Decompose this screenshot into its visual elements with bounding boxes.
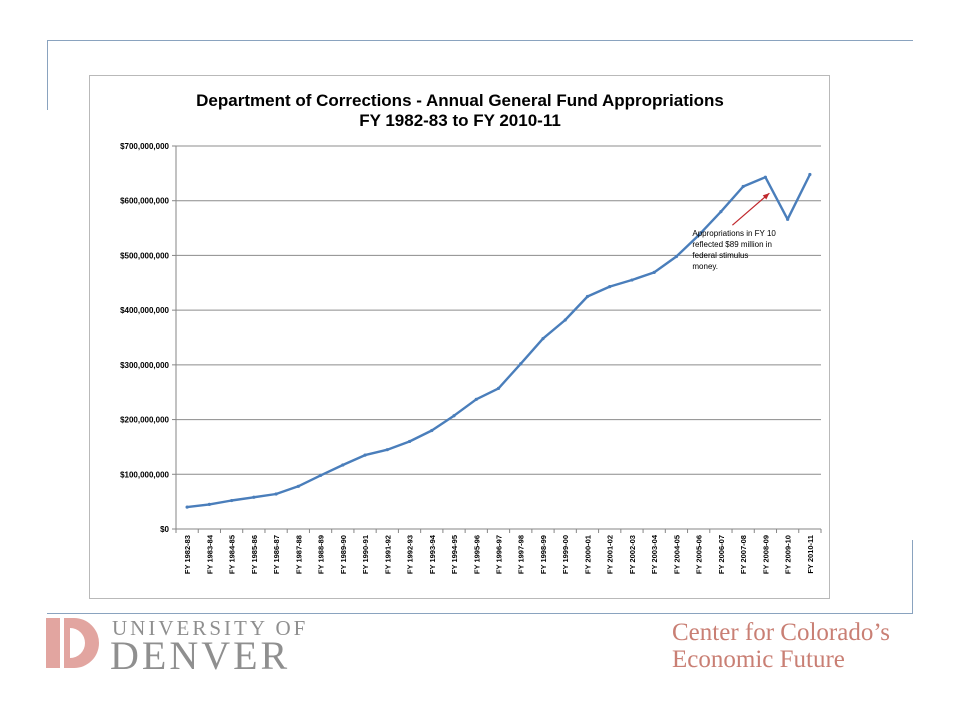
data-point	[741, 184, 745, 189]
data-point	[674, 254, 679, 259]
university-of-denver-logo: UNIVERSITY OF DENVER	[46, 616, 305, 678]
x-tick-label: FY 2006-07	[717, 535, 726, 574]
chart-container: Department of Corrections - Annual Gener…	[89, 75, 830, 599]
x-tick-label: FY 1990-91	[361, 535, 370, 574]
x-tick-label: FY 1989-90	[339, 535, 348, 574]
stimulus-annotation: Appropriations in FY 10 reflected $89 mil…	[692, 192, 776, 271]
data-point	[808, 172, 812, 177]
x-tick-label: FY 1992-93	[406, 535, 415, 574]
series-line	[186, 173, 811, 509]
line-chart: Department of Corrections - Annual Gener…	[120, 91, 822, 574]
x-tick-label: FY 1983-84	[205, 534, 214, 574]
x-tick-label: FY 2009-10	[784, 535, 793, 574]
center-for-colorados-economic-future-logo: Center for Colorado’s Economic Future	[672, 619, 890, 673]
x-tick-label: FY 2005-06	[695, 535, 704, 574]
x-tick-label: FY 2007-08	[739, 535, 748, 574]
y-tick-label: $700,000,000	[120, 142, 169, 151]
frame-line-right	[912, 540, 913, 614]
data-point	[474, 397, 478, 401]
gridlines	[176, 145, 821, 530]
annotation-text-line: money.	[692, 262, 718, 271]
data-point	[585, 294, 590, 299]
y-tick-label: $500,000,000	[120, 251, 169, 260]
data-point	[296, 484, 300, 488]
annotation-text-line: Appropriations in FY 10	[692, 229, 776, 238]
x-tick-label: FY 2003-04	[650, 534, 659, 574]
x-tick-label: FY 2010-11	[806, 535, 815, 574]
data-point	[341, 463, 345, 467]
x-tick-label: FY 1988-89	[317, 535, 326, 574]
du-logo-top-text: UNIVERSITY OF	[112, 616, 309, 640]
x-tick-label: FY 1994-95	[450, 535, 459, 574]
x-tick-label: FY 1996-97	[495, 535, 504, 574]
data-point	[719, 210, 723, 214]
x-tick-label: FY 2004-05	[672, 535, 681, 574]
y-tick-label: $300,000,000	[120, 361, 169, 370]
data-point	[541, 336, 545, 341]
y-tick-label: $200,000,000	[120, 416, 169, 425]
data-point	[452, 414, 456, 418]
chart-title: Department of Corrections - Annual Gener…	[196, 91, 724, 110]
series-appropriations	[185, 172, 812, 509]
x-tick-label: FY 1984-85	[228, 535, 237, 574]
y-tick-label: $100,000,000	[120, 470, 169, 479]
x-tick-label: FY 1985-86	[250, 535, 259, 574]
x-tick-label: FY 1997-98	[517, 535, 526, 574]
data-point	[786, 217, 790, 221]
data-point	[252, 495, 256, 499]
data-point	[697, 233, 701, 237]
annotation-text-line: federal stimulus	[692, 251, 748, 260]
data-point	[407, 439, 412, 444]
data-point	[274, 492, 278, 496]
x-tick-label: FY 2008-09	[761, 535, 770, 574]
data-point	[763, 175, 767, 179]
data-point	[430, 428, 434, 433]
frame-line-top	[47, 40, 913, 41]
du-mark-icon	[46, 618, 99, 668]
data-point	[185, 505, 189, 509]
ccef-line-2: Economic Future	[672, 646, 845, 673]
x-axis-ticks: FY 1982-83 FY 1983-84 FY 1984-85 FY 1985-86…	[175, 529, 822, 574]
x-tick-label: FY 2000-01	[583, 535, 592, 574]
frame-line-left	[47, 40, 48, 110]
x-tick-label: FY 2002-03	[628, 535, 637, 574]
frame-line-bottom	[47, 613, 913, 614]
x-tick-label: FY 1999-00	[561, 535, 570, 574]
data-point	[519, 362, 523, 366]
annotation-arrowhead	[762, 193, 770, 200]
annotation-text-line: reflected $89 million in	[692, 240, 772, 249]
chart-subtitle: FY 1982-83 to FY 2010-11	[359, 111, 561, 130]
du-logo-bottom-text: DENVER	[110, 633, 291, 678]
data-point	[385, 448, 389, 452]
y-tick-label: $400,000,000	[120, 306, 169, 315]
x-tick-label: FY 2001-02	[606, 535, 615, 574]
y-tick-label: $600,000,000	[120, 197, 169, 206]
data-point	[563, 318, 567, 322]
x-tick-label: FY 1987-88	[294, 535, 303, 574]
x-tick-label: FY 1998-99	[539, 535, 548, 574]
data-point	[230, 498, 234, 503]
data-point	[608, 285, 612, 289]
data-point	[318, 473, 323, 477]
data-point	[496, 386, 501, 390]
x-tick-label: FY 1991-92	[383, 535, 392, 574]
x-tick-label: FY 1995-96	[472, 535, 481, 574]
x-tick-label: FY 1986-87	[272, 535, 281, 574]
data-point	[363, 453, 367, 457]
ccef-line-1: Center for Colorado’s	[672, 619, 891, 646]
y-tick-label: $0	[160, 525, 169, 534]
x-tick-label: FY 1993-94	[428, 534, 437, 574]
data-point	[207, 502, 211, 506]
data-point	[630, 278, 634, 282]
x-tick-label: FY 1982-83	[183, 535, 192, 574]
data-point	[652, 270, 656, 274]
y-axis-ticks: $0 $100,000,000 $200,000,000 $300,000,000 $4…	[120, 142, 177, 534]
annotation-arrow	[732, 192, 770, 226]
